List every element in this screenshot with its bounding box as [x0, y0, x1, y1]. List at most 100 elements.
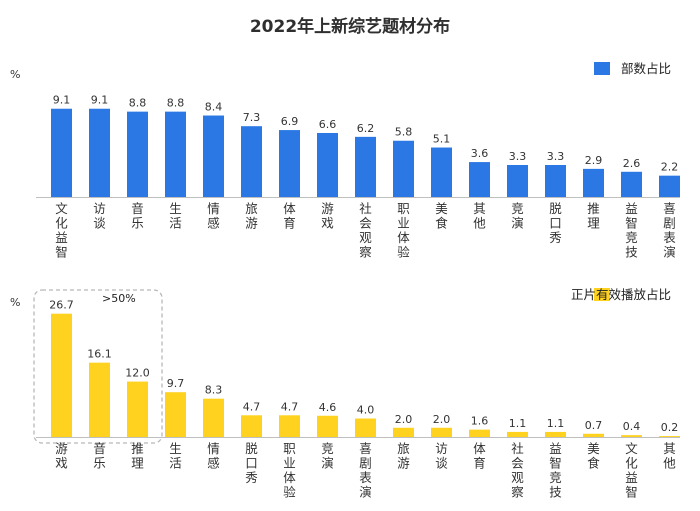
- category-label: 体育: [473, 441, 486, 471]
- bar: [51, 108, 72, 197]
- bar: [507, 431, 528, 437]
- bar: [621, 171, 642, 197]
- bar: [317, 415, 338, 437]
- bar: [127, 381, 148, 437]
- bar: [583, 168, 604, 197]
- bar: [431, 427, 452, 437]
- data-label: 5.8: [395, 126, 413, 139]
- category-label: 益智竞技: [549, 441, 562, 500]
- data-label: 0.2: [661, 421, 679, 434]
- category-label: 脱口秀: [549, 201, 562, 245]
- category-label: 社会观察: [511, 441, 524, 500]
- data-label: 8.8: [167, 97, 185, 110]
- highlight-box: [33, 289, 163, 444]
- category-label: 文化益智: [625, 441, 638, 500]
- data-label: 16.1: [87, 348, 112, 361]
- bar: [355, 136, 376, 197]
- category-label: 推理: [131, 441, 144, 471]
- bar: [545, 431, 566, 437]
- bar: [279, 130, 300, 197]
- category-label: 旅游: [397, 441, 410, 471]
- bar: [469, 162, 490, 197]
- bar: [393, 140, 414, 197]
- category-label: 益智竞技: [625, 201, 638, 260]
- data-label: 2.6: [623, 157, 641, 170]
- category-label: 竞演: [511, 201, 524, 231]
- data-label: 6.6: [319, 118, 337, 131]
- data-label: 2.2: [661, 161, 679, 174]
- category-label: 推理: [587, 201, 600, 231]
- data-label: 3.3: [547, 150, 565, 163]
- legend-swatch: [594, 288, 610, 301]
- data-label: 1.1: [547, 417, 565, 430]
- bar: [317, 132, 338, 197]
- category-label: 音乐: [131, 201, 144, 231]
- data-label: 2.0: [433, 413, 451, 426]
- y-unit-label: %: [10, 68, 20, 81]
- data-label: 2.0: [395, 413, 413, 426]
- bar: [431, 147, 452, 197]
- data-label: 9.1: [91, 94, 109, 107]
- data-label: 8.8: [129, 97, 147, 110]
- data-label: 1.1: [509, 417, 527, 430]
- data-label: 12.0: [125, 367, 150, 380]
- chart-2: % 正片有效播放占比 >50% 26.7 游戏 16.1 音乐 12.0 推理 9.7 生活 8.3 情…: [10, 287, 680, 500]
- category-label: 音乐: [93, 441, 106, 471]
- category-label: 游戏: [55, 441, 68, 471]
- legend: 部数占比: [594, 61, 671, 76]
- category-label: 职业体验: [283, 441, 296, 500]
- bar: [89, 108, 110, 197]
- bar: [659, 436, 680, 437]
- bar: [393, 427, 414, 437]
- bar: [89, 362, 110, 437]
- category-label: 生活: [169, 201, 182, 231]
- data-label: 4.0: [357, 404, 375, 417]
- data-label: 2.9: [585, 154, 603, 167]
- data-label: 5.1: [433, 133, 451, 146]
- bar: [165, 111, 186, 197]
- data-label: 3.6: [471, 147, 489, 160]
- data-label: 1.6: [471, 415, 489, 428]
- category-label: 文化益智: [55, 201, 68, 260]
- annotation-label: >50%: [102, 292, 136, 305]
- category-label: 其他: [473, 201, 486, 231]
- bar: [279, 415, 300, 437]
- chart-1: % 部数占比 9.1 文化益智 9.1 访谈 8.8 音乐 8.8 生活 8.4 情感 7.3 旅游 6.9…: [10, 61, 680, 260]
- data-label: 0.7: [585, 419, 603, 432]
- bar: [127, 111, 148, 197]
- category-label: 职业体验: [397, 201, 410, 260]
- bar: [507, 164, 528, 197]
- bar: [241, 126, 262, 197]
- category-label: 脱口秀: [245, 441, 258, 485]
- data-label: 26.7: [49, 299, 74, 312]
- bar: [165, 392, 186, 437]
- data-label: 7.3: [243, 111, 261, 124]
- data-label: 3.3: [509, 150, 527, 163]
- category-label: 喜剧表演: [359, 441, 372, 500]
- category-label: 竞演: [321, 441, 334, 471]
- category-label: 旅游: [245, 201, 258, 231]
- legend: 正片有效播放占比: [571, 287, 671, 302]
- bar: [583, 433, 604, 437]
- data-label: 8.4: [205, 101, 223, 114]
- data-label: 8.3: [205, 384, 223, 397]
- category-label: 其他: [663, 441, 676, 471]
- legend-label: 部数占比: [621, 61, 671, 76]
- bar: [659, 175, 680, 197]
- bar: [241, 415, 262, 437]
- bar: [203, 115, 224, 197]
- legend-label: 正片有效播放占比: [571, 287, 671, 302]
- category-label: 情感: [207, 441, 220, 471]
- data-label: 9.7: [167, 377, 185, 390]
- bar: [621, 435, 642, 437]
- data-label: 4.7: [243, 400, 261, 413]
- category-label: 美食: [435, 201, 448, 231]
- bar: [545, 164, 566, 197]
- bar: [355, 418, 376, 437]
- category-label: 体育: [283, 201, 296, 231]
- data-label: 6.9: [281, 115, 299, 128]
- category-label: 情感: [207, 201, 220, 231]
- bar: [203, 398, 224, 437]
- data-label: 9.1: [53, 94, 71, 107]
